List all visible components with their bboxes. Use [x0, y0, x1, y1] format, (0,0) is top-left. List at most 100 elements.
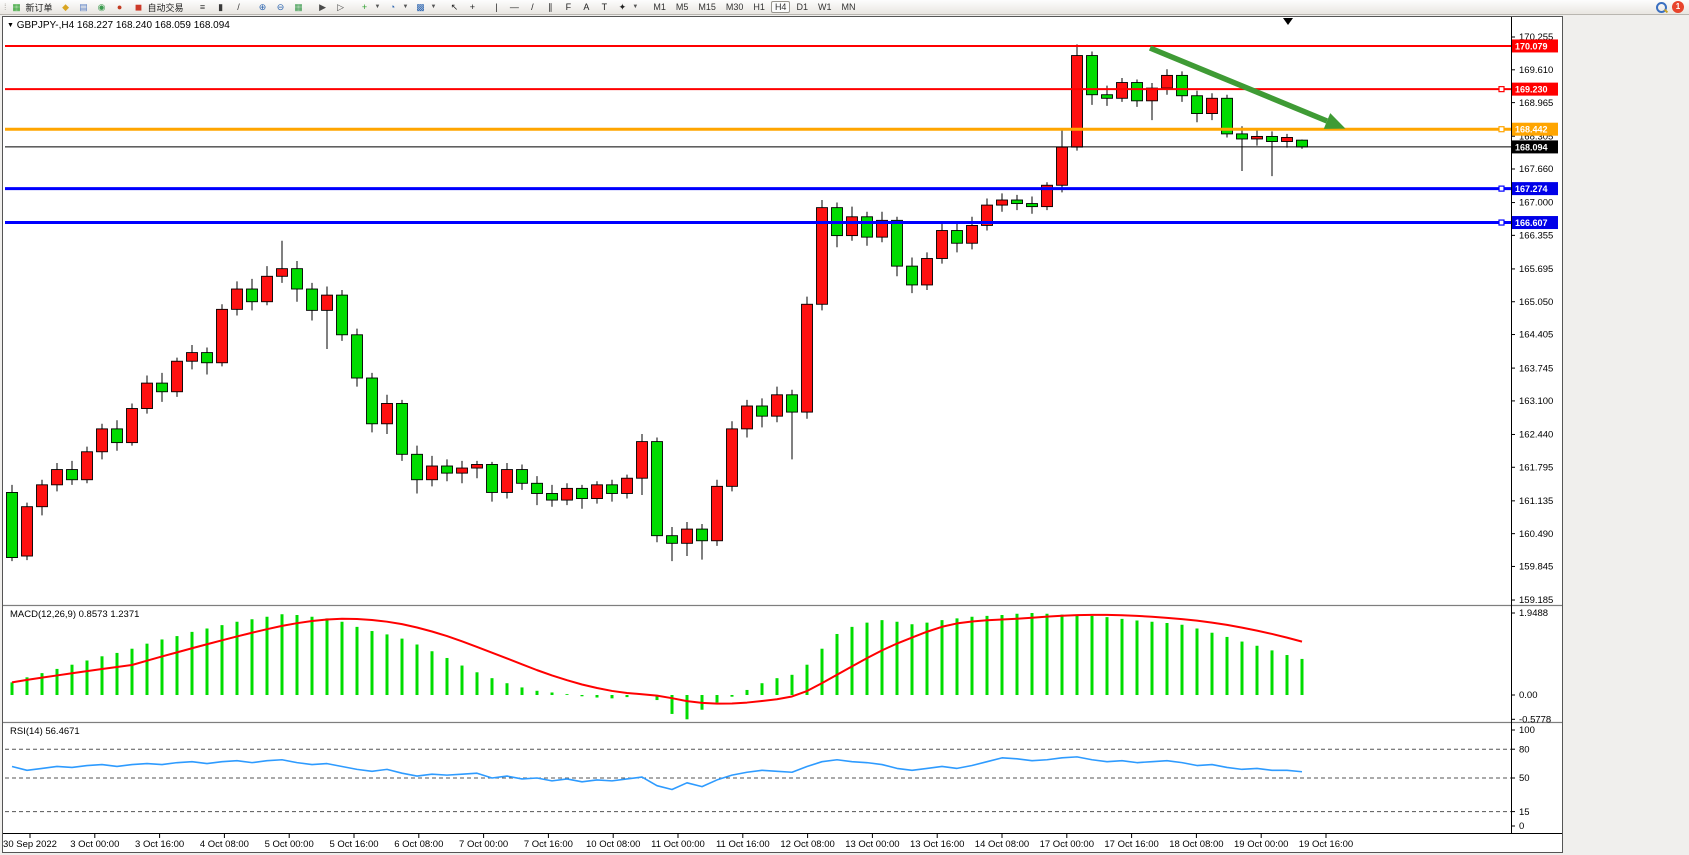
timeframe-button-w1[interactable]: W1 — [817, 2, 832, 12]
data-window-icon[interactable]: ▤ — [75, 1, 93, 14]
chart-shift-icon[interactable]: ▷ — [332, 1, 350, 14]
time-tick-label: 5 Oct 00:00 — [265, 839, 314, 850]
templates-icon[interactable]: ▩ ▼ — [411, 1, 439, 14]
time-tick-label: 17 Oct 00:00 — [1040, 839, 1094, 850]
equidistant-channel-icon[interactable]: ∥ — [541, 1, 559, 14]
line-handle[interactable] — [1498, 185, 1505, 192]
rsi-tick-label: 80 — [1519, 744, 1530, 755]
candle — [816, 200, 828, 311]
price-tick-label: 161.795 — [1519, 462, 1553, 473]
auto-scroll-icon[interactable]: ▶ — [314, 1, 332, 14]
price-tick-label: 163.100 — [1519, 396, 1553, 407]
market-watch-icon: ◆ — [62, 2, 69, 12]
fibonacci-icon[interactable]: F — [559, 1, 577, 14]
periods-icon[interactable]: ◔ ▼ — [384, 1, 412, 14]
tile-windows-icon[interactable]: ▦ — [290, 1, 308, 14]
terminal-icon[interactable]: ● — [111, 1, 129, 14]
candle — [891, 216, 903, 277]
time-tick-label: 19 Oct 16:00 — [1299, 839, 1353, 850]
line-chart-icon[interactable]: / — [230, 1, 248, 14]
arrows-icon[interactable]: ✦ ▼ — [613, 1, 641, 14]
candle — [741, 399, 753, 438]
candle — [1206, 93, 1218, 121]
zoom-in-icon: ⊕ — [258, 2, 267, 12]
candle — [651, 437, 663, 543]
symbol-dropdown-icon[interactable]: ▼ — [7, 22, 14, 29]
candle-body — [141, 382, 153, 409]
price-badge-166.607 — [1512, 216, 1558, 230]
vertical-line-icon[interactable]: | — [487, 1, 505, 14]
timeframe-button-m30[interactable]: M30 — [725, 2, 744, 12]
zoom-in-icon[interactable]: ⊕ — [254, 1, 272, 14]
trendline-icon[interactable]: / — [523, 1, 541, 14]
time-axis[interactable]: 30 Sep 2022 3 Oct 00:00 3 Oct 16:00 4 Oct 0… — [3, 834, 1353, 850]
bar-chart-icon: ≡ — [199, 2, 206, 12]
timeframe-button-m15[interactable]: M15 — [698, 2, 716, 12]
quote-line-text: GBPJPY-,H4 168.227 168.240 168.059 168.0… — [16, 20, 230, 31]
bar-chart-icon[interactable]: ≡ — [194, 1, 212, 14]
candle — [801, 296, 813, 419]
timeframe-button-mn[interactable]: MN — [841, 2, 856, 12]
navigator-icon[interactable]: ◉ — [93, 1, 111, 14]
candlestick-chart-icon[interactable]: ▮ — [212, 1, 230, 14]
navigator-icon: ◉ — [97, 2, 106, 12]
autotrade-button[interactable]: ◼ 自动交易 — [130, 1, 187, 14]
candle — [666, 527, 678, 562]
candle-body — [1296, 139, 1308, 148]
candle — [336, 290, 348, 341]
indicators-icon[interactable]: + ▼ — [356, 1, 384, 14]
chevron-down-icon: ▼ — [374, 4, 381, 10]
timeframe-button-h1[interactable]: H1 — [753, 2, 765, 12]
price-tick-label: 160.490 — [1519, 529, 1553, 540]
candle — [546, 484, 558, 507]
chart-plot-area[interactable] — [5, 17, 1511, 605]
timeframe-button-h4[interactable]: H4 — [770, 1, 791, 13]
price-tick-label: 168.965 — [1519, 98, 1553, 109]
toolbar-grip[interactable]: ⁞ — [4, 2, 6, 12]
candle-body — [201, 352, 213, 364]
zoom-out-icon[interactable]: ⊖ — [272, 1, 290, 14]
line-handle[interactable] — [1498, 219, 1505, 226]
new-order-button[interactable]: ▦ 新订单 — [8, 1, 56, 14]
search-icon[interactable] — [1656, 1, 1667, 13]
candle-body — [21, 506, 33, 557]
candle — [921, 252, 933, 291]
timeframe-button-m1[interactable]: M1 — [653, 2, 666, 12]
candle-body — [666, 535, 678, 544]
horizontal-line-icon[interactable]: — — [505, 1, 523, 14]
candle-body — [486, 464, 498, 493]
candle — [471, 460, 483, 479]
candle — [66, 460, 78, 485]
tile-windows-icon: ▦ — [294, 2, 303, 12]
candle — [96, 423, 108, 460]
candle — [81, 446, 93, 484]
line-handle[interactable] — [1498, 86, 1505, 93]
line-handle[interactable] — [1498, 126, 1505, 133]
candle-body — [261, 275, 273, 303]
candle-body — [321, 294, 333, 311]
timeframe-button-d1[interactable]: D1 — [796, 2, 808, 12]
price-badge-label: 167.274 — [1515, 184, 1548, 194]
cursor-icon[interactable]: ↖ — [445, 1, 463, 14]
candle — [441, 459, 453, 482]
time-tick-label: 19 Oct 00:00 — [1234, 839, 1288, 850]
time-tick-label: 10 Oct 08:00 — [586, 839, 640, 850]
price-badge-170.079 — [1512, 39, 1558, 53]
candle-body — [1176, 74, 1188, 97]
text-icon[interactable]: A — [577, 1, 595, 14]
price-badge-label: 170.079 — [1515, 41, 1548, 51]
new-order-icon: ▦ — [12, 2, 21, 12]
quote-line: ▼ GBPJPY-,H4 168.227 168.240 168.059 168… — [7, 20, 230, 31]
price-axis[interactable]: 170.255 169.610 168.965 168.305 167.660 167.0… — [1511, 32, 1558, 606]
candle-body — [306, 288, 318, 311]
notification-badge[interactable]: 1 — [1672, 1, 1684, 13]
candle-body — [501, 469, 513, 493]
text-label-icon[interactable]: T — [595, 1, 613, 14]
arrows-icon: ✦ — [618, 2, 627, 12]
trend-arrow[interactable] — [1148, 45, 1346, 129]
macd-tick-label: 0.00 — [1519, 690, 1538, 701]
timeframe-button-m5[interactable]: M5 — [675, 2, 689, 12]
crosshair-icon[interactable]: + — [463, 1, 481, 14]
market-watch-icon[interactable]: ◆ — [57, 1, 75, 14]
